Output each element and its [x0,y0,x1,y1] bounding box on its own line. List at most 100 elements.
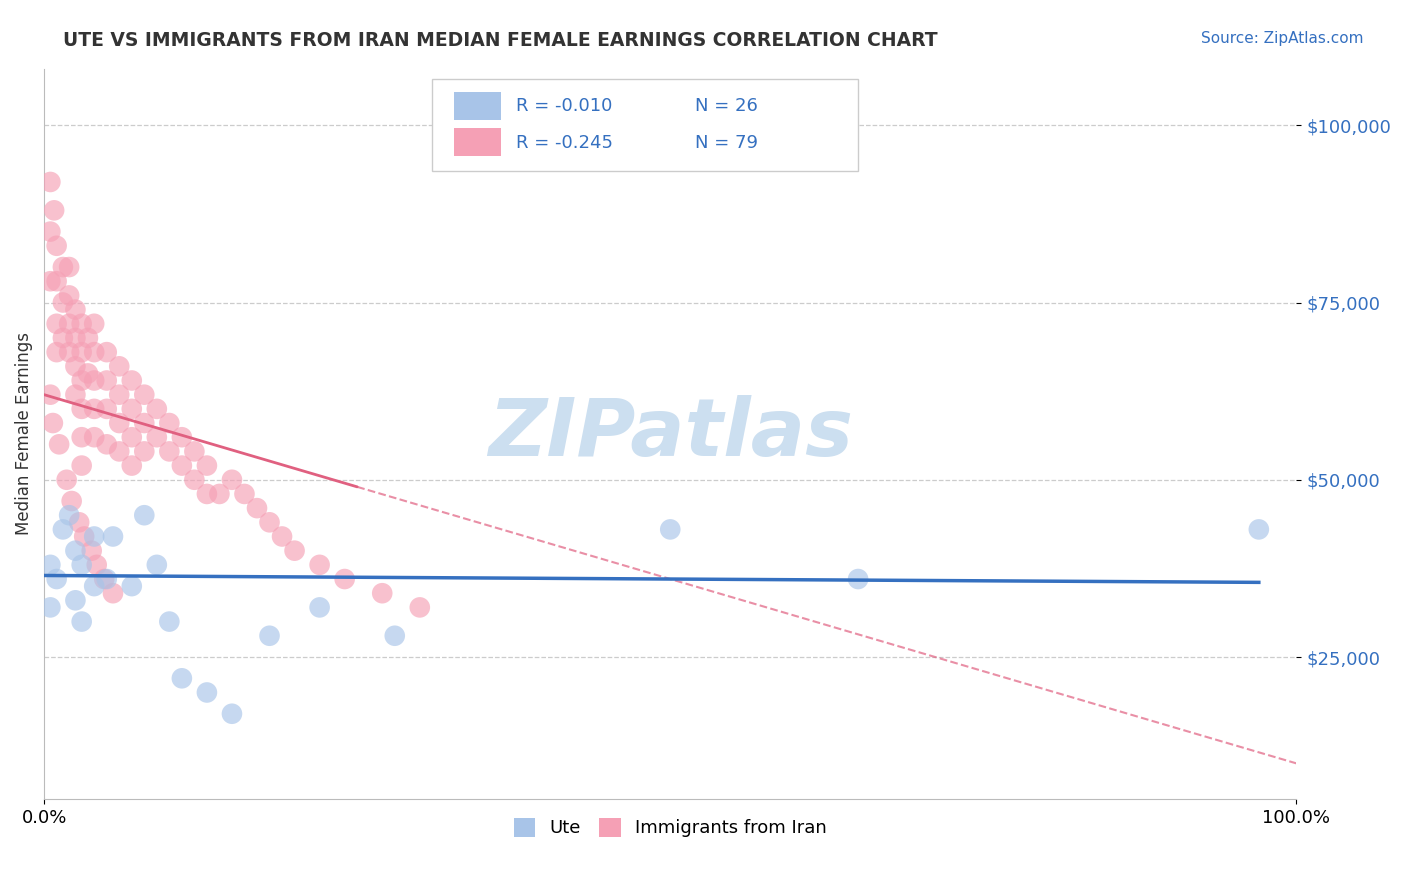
Point [83,430,105,444]
Point [83,579,105,593]
Point [170,430,193,444]
Point [183,473,205,487]
Point [121,458,143,473]
Point [86,558,108,572]
Point [195,487,218,501]
Text: Source: ZipAtlas.com: Source: ZipAtlas.com [1201,31,1364,46]
Text: N = 79: N = 79 [696,134,758,152]
Point [80,543,103,558]
Text: UTE VS IMMIGRANTS FROM IRAN MEDIAN FEMALE EARNINGS CORRELATION CHART: UTE VS IMMIGRANTS FROM IRAN MEDIAN FEMAL… [63,31,938,50]
Point [121,579,143,593]
Point [96,345,118,359]
Point [70,615,93,629]
Point [45,572,67,586]
Point [121,401,143,416]
Text: R = -0.245: R = -0.245 [516,134,613,152]
Point [371,586,394,600]
Point [52,260,75,274]
Point [284,543,307,558]
Point [70,374,93,388]
Point [93,572,115,586]
Point [108,387,131,401]
Point [60,494,83,508]
Point [52,331,75,345]
Bar [454,92,501,120]
Point [83,317,105,331]
Point [73,529,96,543]
Point [83,345,105,359]
Point [170,671,193,685]
Point [134,508,156,523]
Point [259,629,281,643]
Point [65,387,87,401]
Point [39,225,62,239]
Point [65,331,87,345]
Point [58,508,80,523]
Point [146,558,169,572]
Point [48,437,70,451]
Point [45,274,67,288]
Point [96,437,118,451]
Point [77,331,100,345]
Point [101,529,124,543]
Legend: Ute, Immigrants from Iran: Ute, Immigrants from Iran [506,811,834,845]
Point [83,374,105,388]
Point [221,473,243,487]
Point [170,458,193,473]
Point [146,430,169,444]
Point [221,706,243,721]
Point [259,516,281,530]
Point [70,558,93,572]
Point [659,522,682,536]
FancyBboxPatch shape [432,79,858,170]
Bar [454,128,501,156]
Point [134,416,156,430]
Point [83,401,105,416]
Point [121,430,143,444]
Point [39,274,62,288]
Point [45,317,67,331]
Point [70,401,93,416]
Point [70,345,93,359]
Y-axis label: Median Female Earnings: Median Female Earnings [15,332,32,535]
Point [58,317,80,331]
Point [108,444,131,458]
Point [157,416,180,430]
Point [65,593,87,607]
Point [146,401,169,416]
Point [195,458,218,473]
Point [39,600,62,615]
Point [52,295,75,310]
Point [183,444,205,458]
Point [45,345,67,359]
Text: R = -0.010: R = -0.010 [516,97,613,115]
Point [52,522,75,536]
Point [42,416,65,430]
Point [45,239,67,253]
Point [39,387,62,401]
Point [39,175,62,189]
Point [65,302,87,317]
Point [108,359,131,374]
Point [65,359,87,374]
Point [70,430,93,444]
Point [55,473,77,487]
Point [333,572,356,586]
Point [96,374,118,388]
Point [101,586,124,600]
Point [1247,522,1270,536]
Point [233,487,256,501]
Point [409,600,432,615]
Point [39,558,62,572]
Text: N = 26: N = 26 [696,97,758,115]
Point [83,529,105,543]
Point [121,374,143,388]
Point [134,387,156,401]
Point [67,516,90,530]
Point [96,401,118,416]
Point [96,572,118,586]
Point [58,260,80,274]
Point [157,615,180,629]
Point [134,444,156,458]
Point [108,416,131,430]
